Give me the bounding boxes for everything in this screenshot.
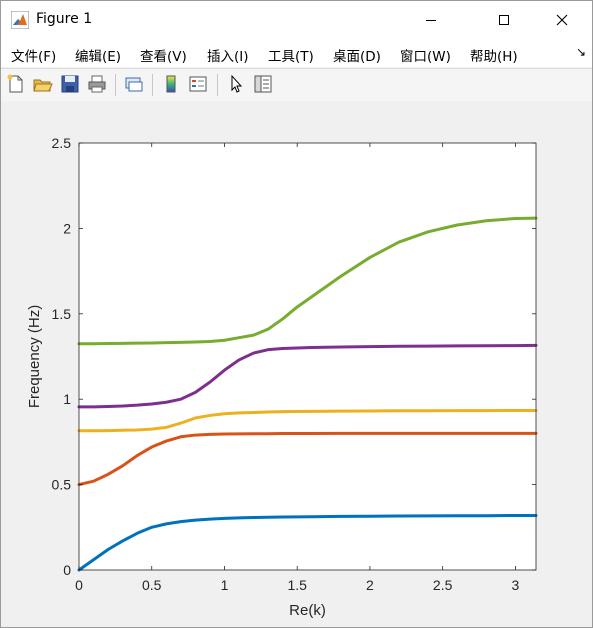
menu-tools[interactable]: 工具(T) [268,49,314,65]
chevron-right-icon[interactable]: ↘ [575,45,586,59]
x-tick-label: 3 [512,577,520,593]
open-file-icon[interactable] [32,73,54,95]
colorbar-icon[interactable] [160,73,182,95]
menu-desktop[interactable]: 桌面(D) [333,49,381,65]
figure-toolbar [1,68,592,102]
figure-canvas[interactable]: 0 0.5 1 1.5 2 2.5 3 0 0.5 1 1.5 2 2.5 Re(k) Frequen… [1,101,592,627]
legend-icon[interactable] [187,73,209,95]
axes-box [78,142,537,571]
maximize-icon [499,15,509,25]
close-icon [556,14,568,26]
y-tick-label: 2 [63,220,71,236]
pointer-icon[interactable] [225,73,247,95]
new-figure-icon[interactable] [5,73,27,95]
x-axis-label: Re(k) [289,602,326,619]
y-tick-label: 0 [63,562,71,578]
close-button[interactable] [539,1,585,39]
y-tick-label: 2.5 [52,135,72,151]
print-icon[interactable] [86,73,108,95]
x-tick-label: 2.5 [433,577,453,593]
series-line-1 [77,514,538,572]
x-tick-label: 0.5 [142,577,162,593]
y-axis-label: Frequency (Hz) [26,305,43,408]
toolbar-separator [115,74,116,96]
link-plot-icon[interactable] [123,73,145,95]
plot-svg[interactable]: 0 0.5 1 1.5 2 2.5 3 0 0.5 1 1.5 2 2.5 Re(k) Frequen… [1,101,592,627]
series-line-3 [77,408,538,433]
menu-file[interactable]: 文件(F) [11,49,57,65]
maximize-button[interactable] [481,1,527,39]
series-line-5 [77,216,538,346]
x-tick-label: 0 [75,577,83,593]
plot-lines [77,216,538,572]
series-line-2 [77,431,538,487]
y-tick-label: 1 [63,391,71,407]
y-tick-label: 0.5 [52,477,72,493]
series-line-4 [77,343,538,409]
menu-help[interactable]: 帮助(H) [470,49,518,65]
x-tick-label: 1 [221,577,229,593]
menu-bar: 文件(F) 编辑(E) 查看(V) 插入(I) 工具(T) 桌面(D) 窗口(W… [1,39,592,67]
matlab-logo-icon [11,11,29,29]
property-inspector-icon[interactable] [252,73,274,95]
menu-view[interactable]: 查看(V) [140,49,187,65]
minimize-icon [426,20,436,21]
y-tick-label: 1.5 [52,306,72,322]
axes-background [79,143,536,570]
toolbar-separator [217,74,218,96]
window-title: Figure 1 [36,11,93,27]
x-tick-label: 1.5 [287,577,307,593]
x-axis: 0 0.5 1 1.5 2 2.5 3 [75,143,520,593]
minimize-button[interactable] [408,1,454,39]
toolbar-separator [152,74,153,96]
menu-insert[interactable]: 插入(I) [207,49,249,65]
save-icon[interactable] [59,73,81,95]
menu-edit[interactable]: 编辑(E) [75,49,122,65]
x-tick-label: 2 [366,577,374,593]
y-axis: 0 0.5 1 1.5 2 2.5 [52,135,536,578]
menu-window[interactable]: 窗口(W) [400,49,451,65]
title-bar: Figure 1 [1,1,592,39]
